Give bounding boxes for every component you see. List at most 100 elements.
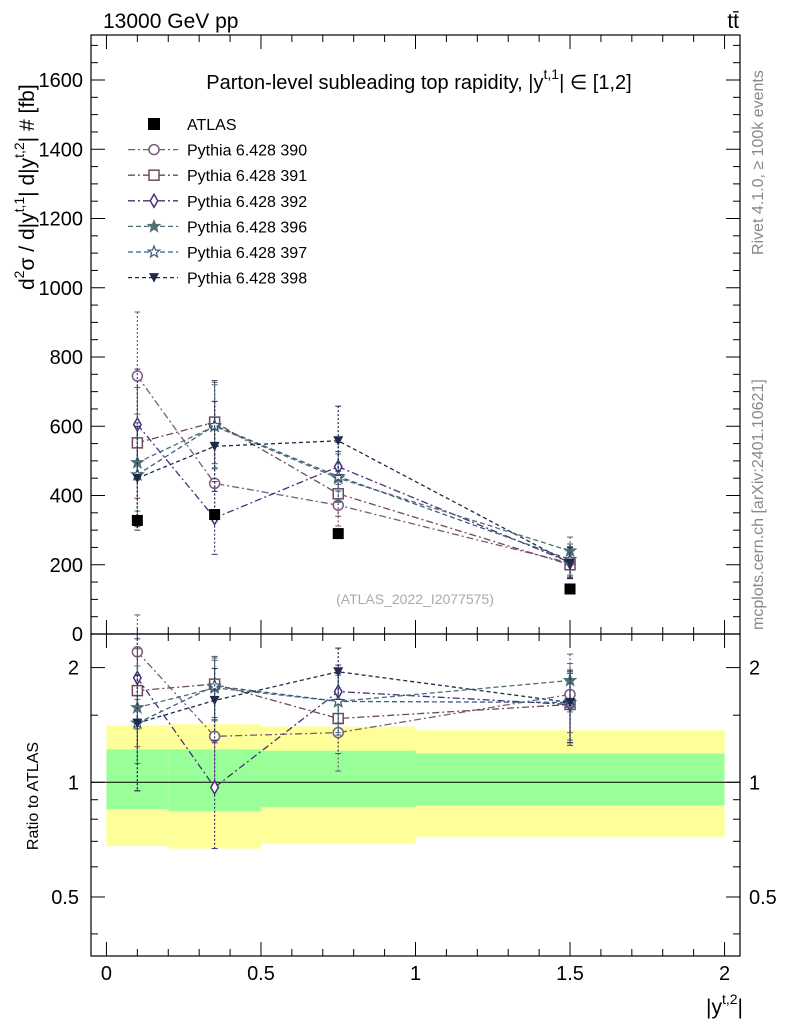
side-label-top: Rivet 4.1.0, ≥ 100k events bbox=[750, 70, 767, 255]
xlabel-main: |y bbox=[706, 996, 722, 1019]
series-line bbox=[136, 375, 571, 564]
square-marker bbox=[332, 528, 344, 540]
y-tick-label: 1400 bbox=[39, 139, 84, 161]
triangle-marker bbox=[333, 436, 344, 446]
star-marker bbox=[130, 454, 145, 469]
series-line bbox=[136, 651, 571, 737]
ylabel-part-1: 2 bbox=[11, 270, 27, 278]
y-tick-label: 800 bbox=[50, 347, 83, 369]
mc-series-main bbox=[132, 368, 575, 579]
series-line bbox=[137, 685, 571, 724]
atlas-data-points bbox=[131, 509, 576, 595]
ylabel-part-5: t,2 bbox=[11, 142, 27, 158]
circle-marker bbox=[148, 143, 160, 156]
triangle-marker bbox=[565, 697, 576, 708]
y-tick-label: 1200 bbox=[39, 209, 84, 231]
star-marker bbox=[146, 218, 162, 233]
ylabel-part-2: σ / d|y bbox=[16, 212, 39, 271]
ratio-tick-label: 2 bbox=[68, 658, 79, 680]
diamond-marker bbox=[210, 779, 220, 796]
series-line bbox=[137, 671, 571, 724]
ratio-tick-label: 0.5 bbox=[51, 887, 79, 909]
mc-series-main bbox=[132, 400, 576, 580]
analysis-watermark: (ATLAS_2022_I2077575) bbox=[336, 591, 494, 607]
star-marker bbox=[146, 244, 162, 259]
stat-uncertainty-band bbox=[415, 753, 725, 806]
chart-title: Parton-level subleading top rapidity, |y… bbox=[206, 66, 631, 94]
triangle-marker bbox=[132, 473, 143, 484]
data-uncertainty-bands bbox=[106, 724, 725, 849]
y-tick-label: 0 bbox=[72, 624, 83, 646]
square-marker bbox=[209, 509, 221, 521]
triangle-marker bbox=[209, 441, 220, 452]
xlabel-sup: t,2 bbox=[722, 991, 738, 1007]
ylabel-part-0: d bbox=[16, 278, 39, 290]
legend-label: ATLAS bbox=[187, 117, 237, 134]
chart-title-tail: | ∈ [1,2] bbox=[559, 72, 632, 94]
series-line bbox=[136, 677, 571, 789]
xlabel-tail: | bbox=[738, 996, 743, 1019]
x-tick-label: 1.5 bbox=[556, 963, 584, 985]
ratio-tick-label-right: 2 bbox=[749, 658, 760, 680]
legend-label: Pythia 6.428 392 bbox=[187, 194, 307, 211]
legend-label: Pythia 6.428 390 bbox=[187, 143, 307, 160]
series-line bbox=[137, 424, 571, 561]
square-marker bbox=[564, 583, 576, 595]
process-label: tt̄ bbox=[727, 10, 739, 33]
series-line bbox=[137, 425, 571, 552]
mc-series-ratio bbox=[132, 647, 576, 792]
y-tick-label: 1000 bbox=[39, 278, 84, 300]
triangle-marker bbox=[132, 718, 143, 729]
ratio-tick-label-right: 0.5 bbox=[749, 887, 777, 909]
triangle-marker bbox=[565, 558, 576, 569]
star-marker bbox=[130, 699, 145, 714]
legend-label: Pythia 6.428 397 bbox=[187, 245, 307, 262]
main-axes: 0 200 400 600 800 1000 1200 1400 1600 0 0.5 1 1.5 2 0.… bbox=[39, 34, 777, 985]
square-marker bbox=[148, 169, 160, 181]
triangle-marker bbox=[149, 273, 159, 283]
legend: ATLAS Pythia 6.428 390 Pythia 6.428 391 Pyt… bbox=[128, 117, 307, 288]
ylabel-part-4: | d|y bbox=[16, 157, 39, 196]
x-tick-label: 0 bbox=[101, 963, 112, 985]
legend-label: Pythia 6.428 398 bbox=[187, 271, 307, 288]
legend-label: Pythia 6.428 396 bbox=[187, 219, 307, 236]
x-tick-label: 2 bbox=[719, 963, 730, 985]
series-line bbox=[137, 683, 571, 720]
ylabel-part-6: | # [fb] bbox=[16, 84, 39, 142]
mc-series-main bbox=[131, 380, 576, 580]
chart-title-sup: t,1 bbox=[544, 66, 560, 82]
square-marker bbox=[131, 514, 143, 526]
side-label-bottom: mcplots.cern.ch [arXiv:2401.10621] bbox=[750, 379, 767, 630]
series-line bbox=[136, 424, 571, 563]
star-marker bbox=[207, 417, 222, 432]
y-axis-label: d2σ / d|yt,1| d|yt,2| # [fb] bbox=[11, 84, 39, 290]
series-line bbox=[137, 679, 571, 709]
stat-uncertainty-band bbox=[260, 750, 416, 808]
x-tick-label: 1 bbox=[410, 963, 421, 985]
y-tick-label: 400 bbox=[50, 486, 83, 508]
square-marker bbox=[148, 118, 160, 130]
series-line bbox=[137, 421, 571, 566]
ratio-tick-label-right: 1 bbox=[749, 772, 760, 794]
triangle-marker bbox=[209, 695, 220, 706]
energy-label: 13000 GeV pp bbox=[103, 10, 238, 33]
y-tick-label: 200 bbox=[50, 555, 83, 577]
ratio-y-axis-label: Ratio to ATLAS bbox=[25, 742, 42, 850]
circle-marker bbox=[131, 370, 144, 382]
ratio-series bbox=[130, 614, 578, 850]
circle-marker bbox=[208, 730, 221, 743]
ylabel-part-3: t,1 bbox=[11, 197, 27, 213]
chart-title-main: Parton-level subleading top rapidity, |y bbox=[206, 72, 543, 94]
triangle-marker bbox=[333, 667, 344, 677]
star-marker bbox=[330, 693, 346, 708]
y-tick-label: 600 bbox=[50, 416, 83, 438]
main-series bbox=[130, 311, 578, 595]
ratio-tick-label: 1 bbox=[68, 772, 79, 794]
diamond-marker bbox=[149, 192, 159, 209]
x-axis-label: |yt,2| bbox=[706, 991, 743, 1019]
series-line bbox=[137, 440, 571, 564]
legend-label: Pythia 6.428 391 bbox=[187, 168, 307, 185]
y-tick-label: 1600 bbox=[39, 70, 84, 92]
x-tick-label: 0.5 bbox=[247, 963, 275, 985]
